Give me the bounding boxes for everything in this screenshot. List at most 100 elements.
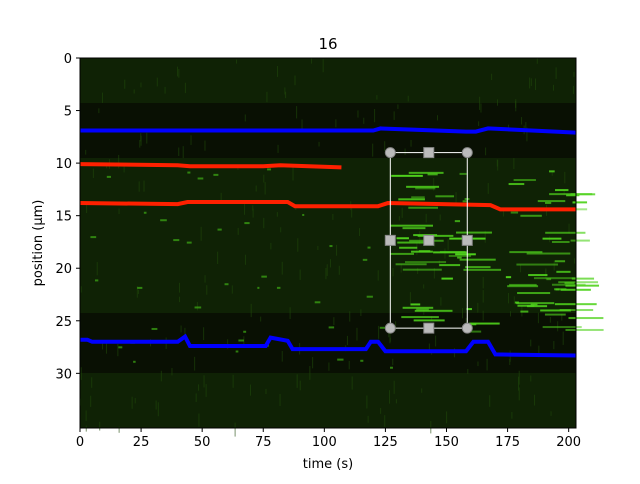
image-speckle: [402, 306, 434, 309]
x-tick-label: 75: [255, 435, 272, 450]
image-noise: [378, 325, 380, 339]
image-noise: [351, 376, 353, 390]
image-noise: [336, 244, 338, 256]
image-speckle: [118, 346, 123, 349]
image-noise: [530, 339, 532, 347]
image-speckle: [456, 231, 492, 234]
image-noise: [118, 426, 120, 433]
image-speckle: [441, 277, 453, 280]
image-noise: [284, 87, 286, 95]
image-speckle: [360, 359, 364, 362]
image-speckle: [235, 350, 239, 353]
image-noise: [438, 260, 440, 267]
image-noise: [182, 146, 184, 159]
image-noise: [264, 182, 266, 195]
image-noise: [534, 78, 536, 91]
image-noise: [279, 394, 281, 406]
image-noise: [92, 168, 94, 178]
image-noise: [487, 183, 489, 194]
image-noise: [91, 377, 93, 388]
image-noise: [203, 375, 205, 388]
image-speckle: [415, 187, 436, 190]
image-noise: [338, 265, 340, 275]
image-noise: [250, 384, 252, 396]
image-noise: [511, 411, 513, 419]
image-speckle: [568, 317, 604, 320]
image-noise: [436, 115, 438, 121]
axes-frame: [79, 57, 577, 429]
image-noise: [178, 69, 180, 78]
image-noise: [184, 327, 186, 338]
image-speckle: [509, 251, 543, 254]
image-noise: [573, 258, 575, 264]
image-noise: [105, 342, 107, 354]
image-noise: [196, 302, 198, 311]
image-speckle: [454, 220, 461, 223]
image-speckle: [469, 322, 500, 325]
image-noise: [482, 290, 484, 303]
image-speckle: [261, 275, 267, 278]
image-noise: [243, 202, 245, 215]
image-noise: [388, 329, 390, 338]
image-noise: [102, 92, 104, 103]
image-noise: [160, 370, 162, 382]
image-speckle: [224, 283, 229, 286]
image-speckle: [397, 241, 429, 244]
image-speckle: [314, 301, 321, 304]
image-noise: [568, 223, 570, 234]
image-speckle: [465, 266, 491, 269]
image-speckle: [565, 284, 600, 287]
image-speckle: [329, 245, 333, 248]
image-noise: [395, 321, 397, 331]
image-noise: [513, 296, 515, 305]
image-noise: [285, 91, 287, 99]
x-tick-label: 25: [133, 435, 150, 450]
image-speckle: [528, 274, 548, 277]
image-noise: [444, 248, 446, 259]
image-speckle: [516, 302, 555, 305]
image-noise: [572, 85, 574, 94]
track-line: [80, 333, 577, 358]
image-noise: [203, 327, 205, 341]
image-speckle: [433, 251, 467, 254]
image-noise: [277, 65, 279, 77]
image-speckle: [459, 172, 467, 175]
image-noise: [555, 67, 557, 79]
image-speckle: [566, 194, 580, 197]
image-noise: [146, 132, 148, 144]
image-speckle: [416, 308, 429, 311]
image-noise: [237, 227, 239, 235]
image-speckle: [540, 309, 571, 312]
image-speckle: [514, 301, 519, 304]
selection-corner-handle: [461, 147, 473, 159]
image-noise: [407, 95, 409, 102]
image-speckle: [379, 326, 386, 329]
image-noise: [479, 96, 481, 110]
image-speckle: [463, 268, 502, 271]
selection-edge-handle: [423, 147, 435, 159]
image-speckle: [390, 224, 433, 227]
chart-title: 16: [318, 35, 337, 53]
image-noise: [563, 190, 565, 196]
image-noise: [326, 264, 328, 276]
image-noise: [392, 267, 394, 277]
image-speckle: [106, 175, 111, 178]
image-speckle: [276, 286, 281, 289]
selection-corner-handle: [461, 322, 473, 334]
image-noise: [419, 231, 421, 245]
image-noise: [131, 396, 133, 409]
x-axis-label: time (s): [303, 457, 353, 472]
image-noise: [171, 368, 173, 376]
image-noise: [289, 307, 291, 320]
image-noise: [467, 368, 469, 374]
x-tick-label: 150: [434, 435, 459, 450]
image-noise: [491, 73, 493, 81]
image-noise: [561, 313, 563, 321]
image-noise: [367, 415, 369, 423]
image-speckle: [337, 358, 344, 361]
image-speckle: [508, 183, 525, 186]
image-noise: [384, 415, 386, 427]
image-noise: [410, 139, 412, 147]
image-speckle: [513, 179, 536, 182]
image-noise: [478, 121, 480, 126]
